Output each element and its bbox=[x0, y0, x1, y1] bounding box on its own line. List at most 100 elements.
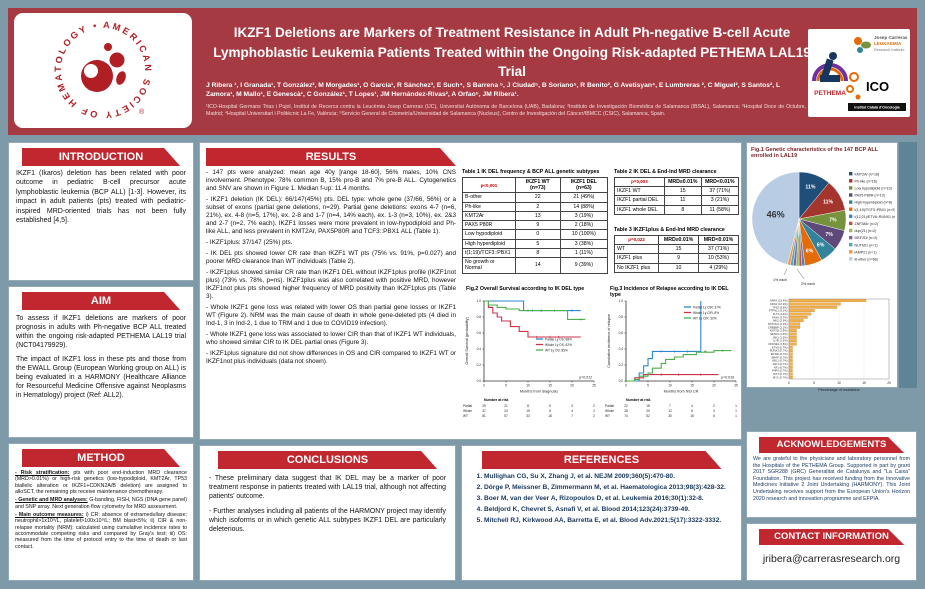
svg-text:Number at risk: Number at risk bbox=[484, 398, 509, 402]
svg-text:WT1 (0.7%): WT1 (0.7%) bbox=[773, 372, 787, 376]
table1: p<0,001 IKZF1 WT (n=73) IKZF1 DEL (n=63) B-… bbox=[462, 176, 609, 274]
svg-text:PAX5 P80R (n=10): PAX5 P80R (n=10) bbox=[855, 194, 885, 198]
reference-list: Mullighan CG, Su X, Zhang J, et al. NEJM… bbox=[462, 473, 741, 525]
aim-header: AIM bbox=[22, 292, 180, 310]
svg-text:25: 25 bbox=[734, 384, 738, 388]
conclusions-text: - These preliminary data suggest that IK… bbox=[200, 475, 455, 535]
table2-block: Table 2 IK DEL & End-Ind MRD clearance p… bbox=[614, 169, 740, 215]
svg-text:NF1 (0.7%): NF1 (0.7%) bbox=[774, 365, 788, 369]
svg-text:10: 10 bbox=[837, 381, 841, 385]
svg-text:3: 3 bbox=[713, 409, 715, 413]
table-row: IKZF1 partial DEL 11 3 (21%) bbox=[614, 195, 740, 206]
conclusions-header: CONCLUSIONS bbox=[218, 451, 437, 469]
svg-text:MEF2Dr (n=2): MEF2Dr (n=2) bbox=[855, 236, 878, 240]
svg-text:ZNF384r (n=2): ZNF384r (n=2) bbox=[855, 222, 879, 226]
svg-text:1.0: 1.0 bbox=[477, 299, 482, 303]
method-section: METHOD - Risk stratification: pts with p… bbox=[8, 443, 194, 581]
svg-text:57: 57 bbox=[504, 414, 508, 418]
svg-text:Number at risk: Number at risk bbox=[626, 398, 651, 402]
decorative-strip bbox=[899, 142, 917, 388]
table-row: KMT2Ar 13 3 (19%) bbox=[462, 210, 609, 222]
svg-text:WT: WT bbox=[605, 414, 610, 418]
ash-society-logo-icon: AMERICAN SOCIETY OF HEMATOLOGY • ® bbox=[53, 20, 152, 120]
title-line-1: IKZF1 Deletions are Markers of Treatment… bbox=[233, 25, 791, 40]
ico-logo-icon: ICO Institut Català d'Oncologia bbox=[846, 72, 906, 111]
table-row: PAX5 P80R 9 2 (18%) bbox=[462, 220, 609, 231]
svg-text:iAMP21 (n=1): iAMP21 (n=1) bbox=[855, 250, 877, 254]
svg-text:IL7R (1.5%): IL7R (1.5%) bbox=[773, 339, 787, 343]
svg-text:15: 15 bbox=[690, 384, 694, 388]
svg-text:46%: 46% bbox=[767, 210, 785, 220]
table-row: WT 15 37 (71%) bbox=[613, 244, 740, 255]
method-item: - Genetic and MRD analyses: G-banding, F… bbox=[15, 497, 187, 510]
results-bullet: - Whole IKZF1 gene loss was related with… bbox=[206, 303, 456, 327]
svg-text:p=0.019: p=0.019 bbox=[720, 376, 734, 380]
svg-text:3: 3 bbox=[571, 404, 573, 408]
svg-text:0: 0 bbox=[483, 384, 485, 388]
svg-text:10: 10 bbox=[526, 384, 530, 388]
contact-email-link[interactable]: jribera@carrerasresearch.org bbox=[762, 553, 901, 565]
svg-text:5: 5 bbox=[813, 381, 815, 385]
svg-text:20: 20 bbox=[570, 384, 574, 388]
svg-text:7%: 7% bbox=[825, 232, 833, 238]
svg-text:Ph-like (n=16): Ph-like (n=16) bbox=[855, 179, 877, 183]
josep-carreras-logo-icon: Josep Carreras LEUKAEMIA Research Instit… bbox=[854, 35, 908, 53]
svg-text:0.2: 0.2 bbox=[477, 363, 482, 367]
svg-text:37: 37 bbox=[482, 409, 486, 413]
table-row: Ph-like 2 14 (88%) bbox=[462, 201, 609, 212]
svg-text:NOTCH1 (2.2%): NOTCH1 (2.2%) bbox=[768, 322, 788, 326]
svg-text:2: 2 bbox=[593, 414, 595, 418]
svg-text:15: 15 bbox=[862, 381, 866, 385]
svg-text:11%: 11% bbox=[823, 199, 833, 205]
reference-item: Beldjord K, Chevret S, Asnafi V, et al. … bbox=[484, 506, 733, 515]
svg-text:0.0: 0.0 bbox=[477, 379, 482, 383]
svg-text:Josep Carreras: Josep Carreras bbox=[874, 35, 908, 40]
svg-text:Partial: Partial bbox=[605, 404, 614, 408]
svg-text:t(1;19)/TCF3::PBX1 (n=9): t(1;19)/TCF3::PBX1 (n=9) bbox=[855, 208, 896, 212]
pethema-logo-icon: PETHEMA bbox=[812, 52, 848, 97]
table2-title: Table 2 IK DEL & End-Ind MRD clearance bbox=[614, 169, 717, 175]
svg-text:EP300 (0.7%): EP300 (0.7%) bbox=[771, 352, 788, 356]
svg-text:15: 15 bbox=[526, 409, 530, 413]
svg-text:1: 1 bbox=[735, 404, 737, 408]
svg-text:KMT2Ar (n=16): KMT2Ar (n=16) bbox=[855, 172, 880, 176]
conclusions-paragraph-1: - These preliminary data suggest that IK… bbox=[209, 475, 446, 500]
svg-text:20: 20 bbox=[887, 381, 891, 385]
institution-logos-box: PETHEMA Josep Carreras LEUKAEMIA Researc… bbox=[808, 29, 910, 117]
svg-text:Whole 1y CIR: 8%: Whole 1y CIR: 8% bbox=[693, 311, 719, 315]
method-text: - Risk stratification: pts with poor end… bbox=[9, 470, 193, 550]
svg-text:1.0: 1.0 bbox=[619, 299, 624, 303]
table3: p=0,022 MRD≥0.01% MRD<0.01% WT 15 37 (71%) IKZ… bbox=[613, 234, 740, 273]
title-line-2: Lymphoblastic Leukemia Patients Treated … bbox=[213, 44, 811, 80]
svg-text:t(12;21)/ETV6::RUNX1 (n=2): t(12;21)/ETV6::RUNX1 (n=2) bbox=[855, 215, 896, 219]
table-header-row: p=0,003 MRD≥0.01% MRD<0.01% bbox=[614, 176, 740, 188]
svg-text:5: 5 bbox=[505, 384, 507, 388]
svg-text:6%: 6% bbox=[817, 243, 825, 249]
svg-text:4: 4 bbox=[691, 404, 693, 408]
acknowledgements-text: We are grateful to the physicians and la… bbox=[753, 456, 910, 502]
svg-text:SETD2 (1.5%): SETD2 (1.5%) bbox=[770, 332, 787, 336]
svg-text:JAK1 (1.5%): JAK1 (1.5%) bbox=[772, 335, 787, 339]
svg-text:18: 18 bbox=[548, 414, 552, 418]
results-bullet: - 147 pts were analyzed: mean age 40y [r… bbox=[206, 169, 456, 192]
svg-text:5: 5 bbox=[647, 384, 649, 388]
svg-text:Cumulative incidence of relaps: Cumulative incidence of relapse bbox=[607, 314, 611, 368]
svg-text:LEUKAEMIA: LEUKAEMIA bbox=[874, 41, 902, 46]
svg-text:2% each: 2% each bbox=[801, 282, 815, 286]
svg-text:0.4: 0.4 bbox=[619, 347, 624, 351]
svg-text:FLT3 (4.4%): FLT3 (4.4%) bbox=[773, 312, 788, 316]
table1-block: Table 1 IK DEL frequency & BCP ALL genet… bbox=[462, 169, 609, 274]
results-bullet: - IKZF1plus signature did not show diffe… bbox=[206, 349, 456, 365]
svg-text:High-hyperdiploid (n=8): High-hyperdiploid (n=8) bbox=[855, 201, 892, 205]
table-row: IKZF1 WT 15 37 (71%) bbox=[614, 186, 740, 197]
svg-text:ICO: ICO bbox=[866, 79, 889, 94]
svg-text:0.0: 0.0 bbox=[619, 379, 624, 383]
acknowledgements-header: ACKNOWLEDGEMENTS bbox=[759, 437, 904, 453]
svg-text:0: 0 bbox=[788, 381, 790, 385]
svg-text:0.2: 0.2 bbox=[619, 363, 624, 367]
svg-text:Institut Català d'Oncologia: Institut Català d'Oncologia bbox=[854, 106, 900, 110]
svg-text:4: 4 bbox=[571, 409, 573, 413]
svg-text:15: 15 bbox=[690, 414, 694, 418]
svg-text:Partial: Partial bbox=[463, 404, 472, 408]
svg-text:7: 7 bbox=[571, 414, 573, 418]
